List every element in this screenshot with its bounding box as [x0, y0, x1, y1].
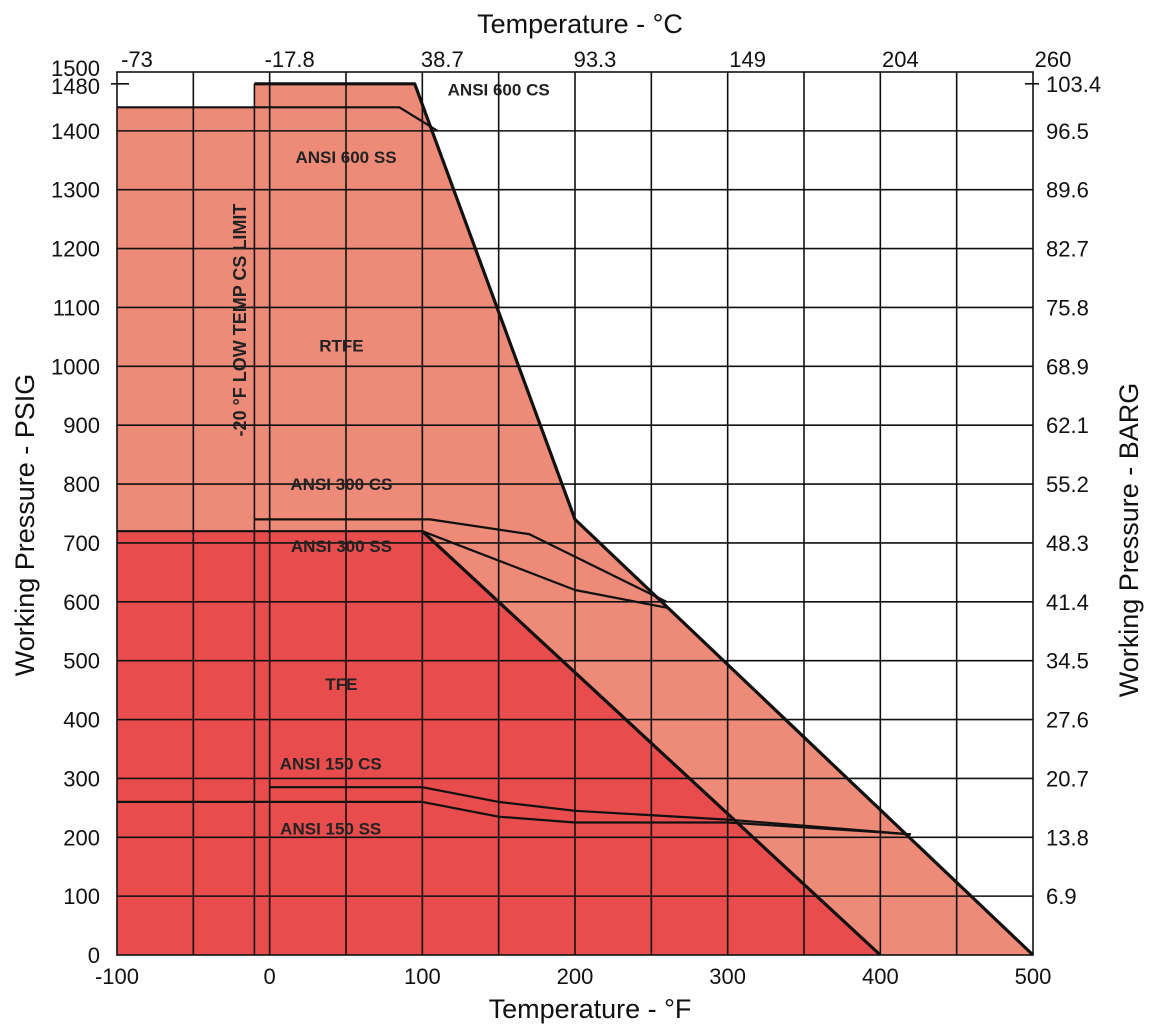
- chart-grid: [111, 71, 1039, 956]
- y-left-tick-label: 200: [63, 825, 100, 850]
- x-tick-label: -100: [95, 964, 139, 989]
- y-right-tick-label: 55.2: [1046, 472, 1089, 497]
- top-tick-label: 204: [882, 47, 919, 72]
- top-tick-label: 149: [729, 47, 766, 72]
- curve-ansi-600-ss: [117, 106, 439, 132]
- y-left-tick-label: 1480: [51, 74, 100, 99]
- label-ansi-600-ss: ANSI 600 SS: [295, 148, 396, 167]
- y-left-tick-label: 0: [88, 943, 100, 968]
- region-labels: ANSI 600 CS ANSI 600 SS RTFE ANSI 300 CS ANS…: [280, 81, 550, 839]
- y-axis-right-ticks: 6.9 13.8 20.7 27.6 34.5 41.4 48.3 55.2 62.1 68.9 7…: [1046, 72, 1101, 909]
- y-left-tick-label: 100: [63, 884, 100, 909]
- label-rtfe: RTFE: [319, 337, 363, 356]
- y-left-tick-label: 1500: [51, 56, 100, 81]
- x-axis-title-top: Temperature - °C: [477, 9, 683, 39]
- rating-curves: [117, 82, 1035, 957]
- y-right-tick-label: 96.5: [1046, 119, 1089, 144]
- y-right-tick-label: 41.4: [1046, 590, 1089, 615]
- y-left-tick-label: 500: [63, 649, 100, 674]
- curve-ansi-150-cs: [269, 786, 911, 836]
- x-axis-top-ticks: -73 -17.8 38.7 93.3 149 204 260: [121, 47, 1071, 72]
- y-right-tick-label: 68.9: [1046, 354, 1089, 379]
- top-tick-label: -73: [121, 47, 153, 72]
- top-tick-label: 93.3: [574, 47, 617, 72]
- y-right-tick-label: 27.6: [1046, 708, 1089, 733]
- top-tick-label: -17.8: [265, 47, 315, 72]
- curve-ansi-600-cs: [254, 82, 1035, 957]
- y-axis-left-ticks: 0 100 200 300 400 500 600 700 800 900 1000 1100 1200…: [51, 56, 100, 968]
- y-left-tick-label: 800: [63, 472, 100, 497]
- y-right-tick-label: 48.3: [1046, 531, 1089, 556]
- top-tick-label: 260: [1035, 47, 1072, 72]
- y-right-tick-label: 62.1: [1046, 413, 1089, 438]
- y-left-tick-label: 400: [63, 708, 100, 733]
- x-tick-label: 500: [1015, 964, 1052, 989]
- x-tick-label: 200: [557, 964, 594, 989]
- label-tfe: TFE: [325, 675, 357, 694]
- y-left-tick-label: 700: [63, 531, 100, 556]
- y-right-tick-label: 34.5: [1046, 649, 1089, 674]
- y-left-tick-label: 300: [63, 766, 100, 791]
- y-left-tick-label: 600: [63, 590, 100, 615]
- y-left-tick-label: 1400: [51, 119, 100, 144]
- curve-ansi-300-cs: [254, 518, 668, 603]
- y-right-tick-label: 82.7: [1046, 237, 1089, 262]
- x-axis-title-bottom: Temperature - °F: [489, 994, 692, 1024]
- x-tick-label: 0: [264, 964, 276, 989]
- y-left-tick-label: 1200: [51, 237, 100, 262]
- x-tick-label: 400: [862, 964, 899, 989]
- y-left-tick-label: 1100: [53, 295, 100, 320]
- y-left-tick-label: 1300: [51, 178, 100, 203]
- x-tick-label: 100: [404, 964, 441, 989]
- curve-tfe-limit: [421, 530, 882, 957]
- low-temp-limit-label: -20 °F LOW TEMP CS LIMIT: [230, 204, 250, 437]
- curve-ansi-300-ss: [117, 530, 667, 609]
- x-axis-bottom-ticks: -100 0 100 200 300 400 500: [95, 964, 1051, 989]
- curve-ansi-150-ss: [117, 800, 911, 836]
- y-right-tick-label: 13.8: [1046, 825, 1089, 850]
- label-ansi-300-ss: ANSI 300 SS: [291, 537, 392, 556]
- top-tick-label: 38.7: [421, 47, 464, 72]
- label-ansi-150-ss: ANSI 150 SS: [280, 819, 381, 838]
- y-left-tick-label: 900: [63, 413, 100, 438]
- y-right-tick-label: 20.7: [1046, 766, 1089, 791]
- y-axis-title-left: Working Pressure - PSIG: [10, 374, 40, 677]
- y-axis-title-right: Working Pressure - BARG: [1114, 383, 1144, 698]
- y-right-tick-label: 6.9: [1046, 884, 1077, 909]
- y-right-tick-label: 89.6: [1046, 178, 1089, 203]
- y-left-tick-label: 1000: [51, 354, 100, 379]
- y-right-tick-label: 75.8: [1046, 295, 1089, 320]
- label-ansi-600-cs: ANSI 600 CS: [448, 81, 550, 100]
- x-tick-label: 300: [709, 964, 746, 989]
- label-ansi-150-cs: ANSI 150 CS: [280, 755, 382, 774]
- label-ansi-300-cs: ANSI 300 CS: [290, 475, 392, 494]
- y-right-tick-label: 103.4: [1046, 72, 1101, 97]
